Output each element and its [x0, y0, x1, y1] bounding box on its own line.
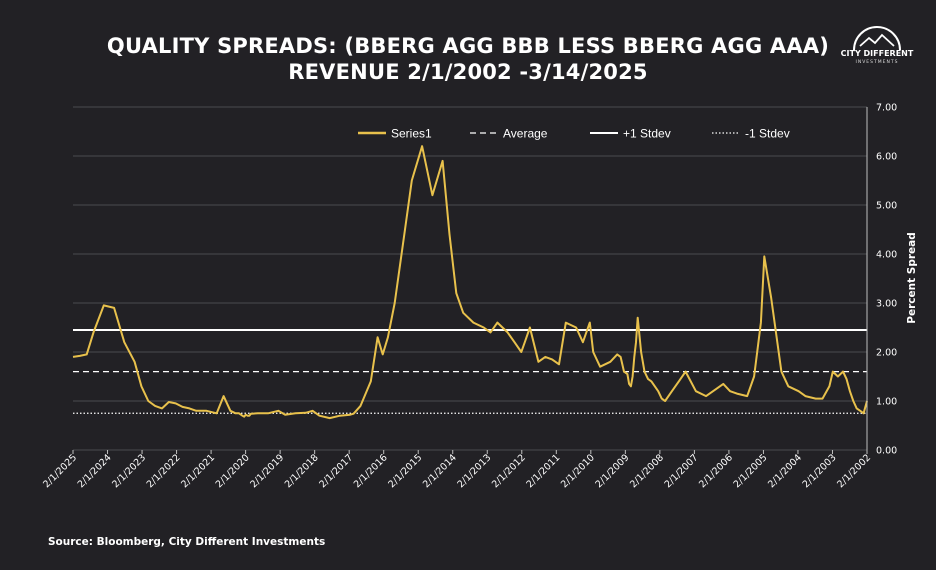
x-tick-label: 2/1/2019	[248, 452, 286, 490]
chart-title-line-1: QUALITY SPREADS: (BBERG AGG BBB LESS BBE…	[106, 34, 830, 58]
y-tick-label: 5.00	[876, 201, 897, 212]
x-tick-label: 2/1/2013	[455, 452, 493, 490]
source-note: Source: Bloomberg, City Different Invest…	[48, 536, 326, 548]
x-tick-label: 2/1/2009	[594, 452, 632, 490]
y-tick-label: 6.00	[876, 152, 897, 163]
reference-lines	[73, 328, 867, 414]
x-tick-label: 2/1/2014	[421, 452, 459, 490]
x-tick-label: 2/1/2003	[801, 452, 839, 490]
y-tick-label: 3.00	[876, 299, 897, 310]
legend-label: -1 Stdev	[745, 127, 790, 141]
x-tick-label: 2/1/2024	[76, 452, 114, 490]
x-tick-label: 2/1/2016	[352, 452, 390, 490]
chart-legend: Series1 Average +1 Stdev -1 Stdev	[358, 127, 790, 141]
legend-label: Series1	[391, 127, 432, 141]
mountain-arc-logo-icon	[853, 26, 901, 51]
x-tick-label: 2/1/2008	[628, 452, 666, 490]
legend-label: Average	[503, 127, 548, 141]
x-tick-label: 2/1/2006	[697, 452, 735, 490]
x-tick-label: 2/1/2005	[732, 452, 770, 490]
y-tick-label: 7.00	[876, 103, 897, 114]
x-tick-label: 2/1/2018	[283, 452, 321, 490]
series-line-Series1	[72, 145, 868, 420]
y-tick-label: 4.00	[876, 250, 897, 261]
y-tick-label: 0.00	[876, 446, 897, 457]
x-tick-label: 2/1/2020	[214, 452, 252, 490]
y-axis-label: Percent Spread	[906, 232, 918, 323]
x-tick-label: 2/1/2002	[835, 452, 873, 490]
y-tick-label: 2.00	[876, 348, 897, 359]
chart-title-line-2: REVENUE 2/1/2002 -3/14/2025	[288, 60, 648, 84]
y-axis: 0.00 1.00 2.00 3.00 4.00 5.00 6.00 7.00	[866, 103, 897, 457]
y-tick-label: 1.00	[876, 397, 897, 408]
chart-grid	[73, 106, 867, 451]
legend-label: +1 Stdev	[623, 127, 671, 141]
x-tick-label: 2/1/2025	[41, 452, 79, 490]
x-tick-label: 2/1/2004	[766, 452, 804, 490]
x-tick-label: 2/1/2007	[663, 452, 701, 490]
x-tick-label: 2/1/2015	[386, 452, 424, 490]
logo-subtitle: INVESTMENTS	[855, 60, 899, 65]
x-tick-label: 2/1/2023	[110, 452, 148, 490]
x-tick-label: 2/1/2017	[317, 452, 355, 490]
series-lines	[72, 145, 868, 420]
logo-name: CITY DIFFERENT	[840, 49, 914, 58]
x-tick-label: 2/1/2011	[524, 452, 562, 490]
x-tick-label: 2/1/2022	[145, 452, 183, 490]
x-tick-label: 2/1/2012	[490, 452, 528, 490]
x-tick-label: 2/1/2021	[179, 452, 217, 490]
x-axis: 2/1/20252/1/20242/1/20232/1/20222/1/2021…	[41, 450, 873, 490]
x-tick-label: 2/1/2010	[559, 452, 597, 490]
